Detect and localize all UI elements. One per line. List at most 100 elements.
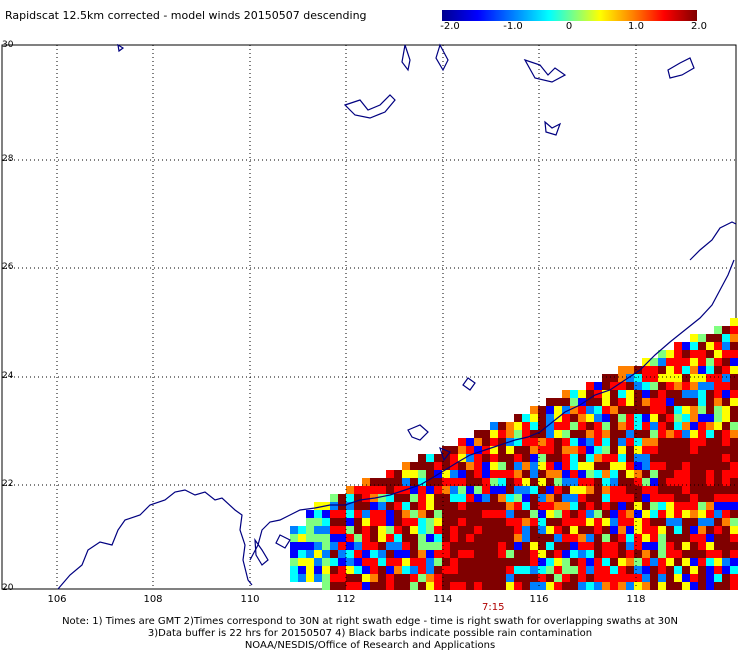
swath-cell [418,518,426,526]
swath-cell [458,470,466,478]
swath-cell [666,486,674,494]
swath-cell [458,462,466,470]
swath-cell [370,526,378,534]
swath-cell [450,542,458,550]
swath-cell [634,414,642,422]
swath-cell [330,574,338,582]
swath-cell [730,422,738,430]
swath-cell [522,430,530,438]
swath-cell [578,398,586,406]
swath-cell [626,510,634,518]
swath-cell [586,382,594,390]
swath-cell [706,342,714,350]
swath-cell [482,526,490,534]
swath-cell [378,542,386,550]
swath-cell [562,422,570,430]
swath-cell [586,390,594,398]
swath-cell [394,470,402,478]
swath-cell [474,526,482,534]
swath-cell [522,510,530,518]
swath-cell [458,542,466,550]
swath-cell [498,502,506,510]
swath-cell [458,510,466,518]
swath-cell [642,566,650,574]
swath-cell [506,454,514,462]
swath-cell [530,582,538,590]
swath-cell [450,510,458,518]
swath-cell [618,374,626,382]
swath-cell [330,566,338,574]
swath-cell [642,382,650,390]
swath-cell [418,462,426,470]
swath-cell [682,542,690,550]
swath-cell [394,566,402,574]
swath-cell [690,494,698,502]
swath-cell [554,534,562,542]
swath-cell [562,558,570,566]
swath-cell [666,494,674,502]
swath-cell [634,494,642,502]
swath-cell [650,390,658,398]
swath-cell [626,398,634,406]
swath-cell [474,494,482,502]
swath-cell [602,526,610,534]
swath-cell [530,462,538,470]
swath-cell [658,510,666,518]
swath-cell [322,566,330,574]
swath-cell [626,438,634,446]
swath-cell [298,574,306,582]
swath-cell [730,358,738,366]
swath-cell [666,350,674,358]
lat-label: 26 [2,262,14,272]
swath-cell [514,414,522,422]
swath-cell [378,502,386,510]
swath-cell [482,438,490,446]
swath-cell [530,406,538,414]
swath-cell [290,534,298,542]
swath-cell [490,502,498,510]
swath-cell [674,558,682,566]
swath-cell [450,582,458,590]
swath-cell [322,582,330,590]
lon-label: 114 [433,594,453,605]
swath-cell [706,422,714,430]
swath-cell [618,542,626,550]
swath-cell [498,510,506,518]
colorbar-tick: -2.0 [440,21,460,32]
swath-cell [610,542,618,550]
swath-cell [634,382,642,390]
swath-cell [690,582,698,590]
swath-cell [722,454,730,462]
swath-cell [594,534,602,542]
swath-cell [706,374,714,382]
swath-cell [706,526,714,534]
swath-cell [458,478,466,486]
swath-cell [466,446,474,454]
swath-cell [626,502,634,510]
swath-cell [650,398,658,406]
swath-cell [674,582,682,590]
swath-cell [690,334,698,342]
swath-cell [658,550,666,558]
swath-cell [506,558,514,566]
swath-cell [730,478,738,486]
swath-cell [450,566,458,574]
swath-cell [602,374,610,382]
swath-cell [530,526,538,534]
swath-cell [730,406,738,414]
swath-cell [450,534,458,542]
swath-cell [626,574,634,582]
swath-cell [594,406,602,414]
swath-cell [458,534,466,542]
swath-cell [538,534,546,542]
swath-cell [546,406,554,414]
swath-cell [562,582,570,590]
swath-cell [626,366,634,374]
swath-cell [506,486,514,494]
swath-cell [474,486,482,494]
swath-cell [482,558,490,566]
swath-cell [298,558,306,566]
swath-cell [594,398,602,406]
swath-cell [650,534,658,542]
swath-cell [666,358,674,366]
